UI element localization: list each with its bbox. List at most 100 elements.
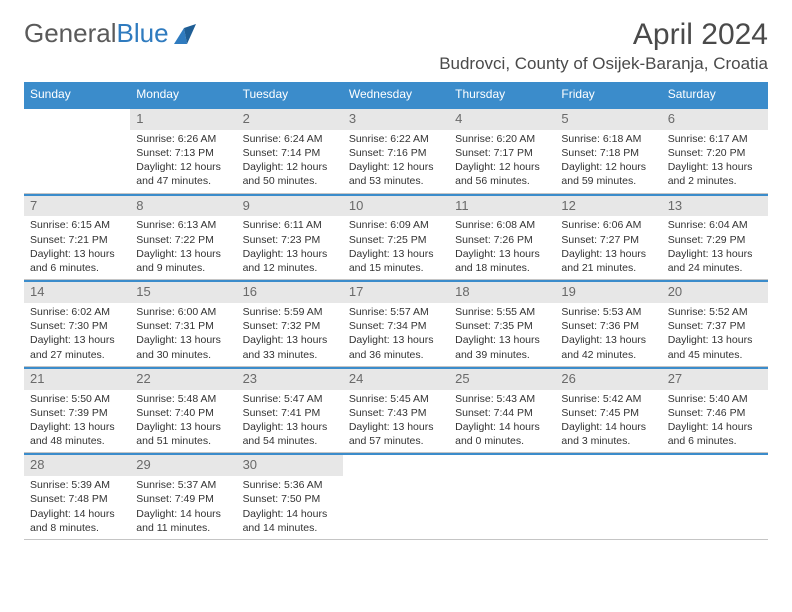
day-number: 29 <box>130 455 236 476</box>
day-cell: 26Sunrise: 5:42 AMSunset: 7:45 PMDayligh… <box>555 367 661 454</box>
day-cell: 7Sunrise: 6:15 AMSunset: 7:21 PMDaylight… <box>24 194 130 281</box>
week-row: 14Sunrise: 6:02 AMSunset: 7:30 PMDayligh… <box>24 280 768 367</box>
day-number: 12 <box>555 196 661 217</box>
day-details: Sunrise: 6:09 AMSunset: 7:25 PMDaylight:… <box>343 216 449 279</box>
daylight-text: Daylight: 13 hours and 15 minutes. <box>349 247 443 275</box>
day-number: 3 <box>343 109 449 130</box>
day-details: Sunrise: 5:43 AMSunset: 7:44 PMDaylight:… <box>449 390 555 453</box>
day-number: 1 <box>130 109 236 130</box>
day-cell: 29Sunrise: 5:37 AMSunset: 7:49 PMDayligh… <box>130 453 236 540</box>
sunrise-text: Sunrise: 6:17 AM <box>668 132 762 146</box>
day-number: 23 <box>237 369 343 390</box>
day-cell: 27Sunrise: 5:40 AMSunset: 7:46 PMDayligh… <box>662 367 768 454</box>
sunrise-text: Sunrise: 5:43 AM <box>455 392 549 406</box>
daylight-text: Daylight: 12 hours and 59 minutes. <box>561 160 655 188</box>
sunset-text: Sunset: 7:46 PM <box>668 406 762 420</box>
day-cell: 8Sunrise: 6:13 AMSunset: 7:22 PMDaylight… <box>130 194 236 281</box>
daylight-text: Daylight: 13 hours and 21 minutes. <box>561 247 655 275</box>
day-cell: 14Sunrise: 6:02 AMSunset: 7:30 PMDayligh… <box>24 280 130 367</box>
sunset-text: Sunset: 7:36 PM <box>561 319 655 333</box>
day-details: Sunrise: 6:11 AMSunset: 7:23 PMDaylight:… <box>237 216 343 279</box>
day-number: 11 <box>449 196 555 217</box>
sunset-text: Sunset: 7:43 PM <box>349 406 443 420</box>
day-cell: 20Sunrise: 5:52 AMSunset: 7:37 PMDayligh… <box>662 280 768 367</box>
day-cell <box>24 107 130 194</box>
day-cell: 9Sunrise: 6:11 AMSunset: 7:23 PMDaylight… <box>237 194 343 281</box>
calendar-table: Sunday Monday Tuesday Wednesday Thursday… <box>24 82 768 540</box>
day-cell <box>555 453 661 540</box>
day-details: Sunrise: 5:57 AMSunset: 7:34 PMDaylight:… <box>343 303 449 366</box>
day-number: 19 <box>555 282 661 303</box>
day-cell: 11Sunrise: 6:08 AMSunset: 7:26 PMDayligh… <box>449 194 555 281</box>
day-cell: 3Sunrise: 6:22 AMSunset: 7:16 PMDaylight… <box>343 107 449 194</box>
calendar-page: GeneralBlue April 2024 Budrovci, County … <box>0 0 792 540</box>
day-cell: 23Sunrise: 5:47 AMSunset: 7:41 PMDayligh… <box>237 367 343 454</box>
day-details: Sunrise: 5:37 AMSunset: 7:49 PMDaylight:… <box>130 476 236 539</box>
sunrise-text: Sunrise: 6:15 AM <box>30 218 124 232</box>
sunset-text: Sunset: 7:29 PM <box>668 233 762 247</box>
day-cell: 10Sunrise: 6:09 AMSunset: 7:25 PMDayligh… <box>343 194 449 281</box>
title-block: April 2024 Budrovci, County of Osijek-Ba… <box>439 18 768 74</box>
weekday-header: Saturday <box>662 82 768 107</box>
daylight-text: Daylight: 12 hours and 53 minutes. <box>349 160 443 188</box>
day-details: Sunrise: 5:47 AMSunset: 7:41 PMDaylight:… <box>237 390 343 453</box>
day-cell: 15Sunrise: 6:00 AMSunset: 7:31 PMDayligh… <box>130 280 236 367</box>
weekday-header: Monday <box>130 82 236 107</box>
daylight-text: Daylight: 12 hours and 47 minutes. <box>136 160 230 188</box>
logo-text: GeneralBlue <box>24 18 169 49</box>
daylight-text: Daylight: 13 hours and 39 minutes. <box>455 333 549 361</box>
day-number: 20 <box>662 282 768 303</box>
logo: GeneralBlue <box>24 18 200 49</box>
day-number: 9 <box>237 196 343 217</box>
daylight-text: Daylight: 13 hours and 51 minutes. <box>136 420 230 448</box>
day-cell: 24Sunrise: 5:45 AMSunset: 7:43 PMDayligh… <box>343 367 449 454</box>
sunset-text: Sunset: 7:48 PM <box>30 492 124 506</box>
day-details: Sunrise: 6:06 AMSunset: 7:27 PMDaylight:… <box>555 216 661 279</box>
sunrise-text: Sunrise: 6:04 AM <box>668 218 762 232</box>
calendar-body: 1Sunrise: 6:26 AMSunset: 7:13 PMDaylight… <box>24 107 768 540</box>
day-number: 26 <box>555 369 661 390</box>
day-details: Sunrise: 5:40 AMSunset: 7:46 PMDaylight:… <box>662 390 768 453</box>
day-number: 25 <box>449 369 555 390</box>
day-details: Sunrise: 5:48 AMSunset: 7:40 PMDaylight:… <box>130 390 236 453</box>
sunset-text: Sunset: 7:39 PM <box>30 406 124 420</box>
sunrise-text: Sunrise: 6:20 AM <box>455 132 549 146</box>
sunset-text: Sunset: 7:30 PM <box>30 319 124 333</box>
sunset-text: Sunset: 7:20 PM <box>668 146 762 160</box>
daylight-text: Daylight: 13 hours and 54 minutes. <box>243 420 337 448</box>
sunset-text: Sunset: 7:49 PM <box>136 492 230 506</box>
sunrise-text: Sunrise: 6:06 AM <box>561 218 655 232</box>
daylight-text: Daylight: 14 hours and 11 minutes. <box>136 507 230 535</box>
sunrise-text: Sunrise: 6:22 AM <box>349 132 443 146</box>
day-number: 17 <box>343 282 449 303</box>
day-cell <box>662 453 768 540</box>
day-cell: 6Sunrise: 6:17 AMSunset: 7:20 PMDaylight… <box>662 107 768 194</box>
day-number: 27 <box>662 369 768 390</box>
day-cell: 12Sunrise: 6:06 AMSunset: 7:27 PMDayligh… <box>555 194 661 281</box>
weekday-header: Wednesday <box>343 82 449 107</box>
sunrise-text: Sunrise: 5:37 AM <box>136 478 230 492</box>
day-details: Sunrise: 6:00 AMSunset: 7:31 PMDaylight:… <box>130 303 236 366</box>
daylight-text: Daylight: 13 hours and 57 minutes. <box>349 420 443 448</box>
logo-text-1: General <box>24 18 117 48</box>
day-details: Sunrise: 5:59 AMSunset: 7:32 PMDaylight:… <box>237 303 343 366</box>
day-number: 28 <box>24 455 130 476</box>
day-cell: 17Sunrise: 5:57 AMSunset: 7:34 PMDayligh… <box>343 280 449 367</box>
sunrise-text: Sunrise: 5:36 AM <box>243 478 337 492</box>
daylight-text: Daylight: 14 hours and 3 minutes. <box>561 420 655 448</box>
day-details: Sunrise: 5:39 AMSunset: 7:48 PMDaylight:… <box>24 476 130 539</box>
day-details: Sunrise: 6:15 AMSunset: 7:21 PMDaylight:… <box>24 216 130 279</box>
daylight-text: Daylight: 12 hours and 50 minutes. <box>243 160 337 188</box>
sunset-text: Sunset: 7:34 PM <box>349 319 443 333</box>
day-details: Sunrise: 6:22 AMSunset: 7:16 PMDaylight:… <box>343 130 449 193</box>
day-number: 22 <box>130 369 236 390</box>
sunset-text: Sunset: 7:27 PM <box>561 233 655 247</box>
day-details: Sunrise: 6:24 AMSunset: 7:14 PMDaylight:… <box>237 130 343 193</box>
weekday-header: Friday <box>555 82 661 107</box>
sunset-text: Sunset: 7:14 PM <box>243 146 337 160</box>
sunrise-text: Sunrise: 6:13 AM <box>136 218 230 232</box>
sunrise-text: Sunrise: 5:42 AM <box>561 392 655 406</box>
day-cell: 1Sunrise: 6:26 AMSunset: 7:13 PMDaylight… <box>130 107 236 194</box>
daylight-text: Daylight: 13 hours and 48 minutes. <box>30 420 124 448</box>
sunrise-text: Sunrise: 6:18 AM <box>561 132 655 146</box>
